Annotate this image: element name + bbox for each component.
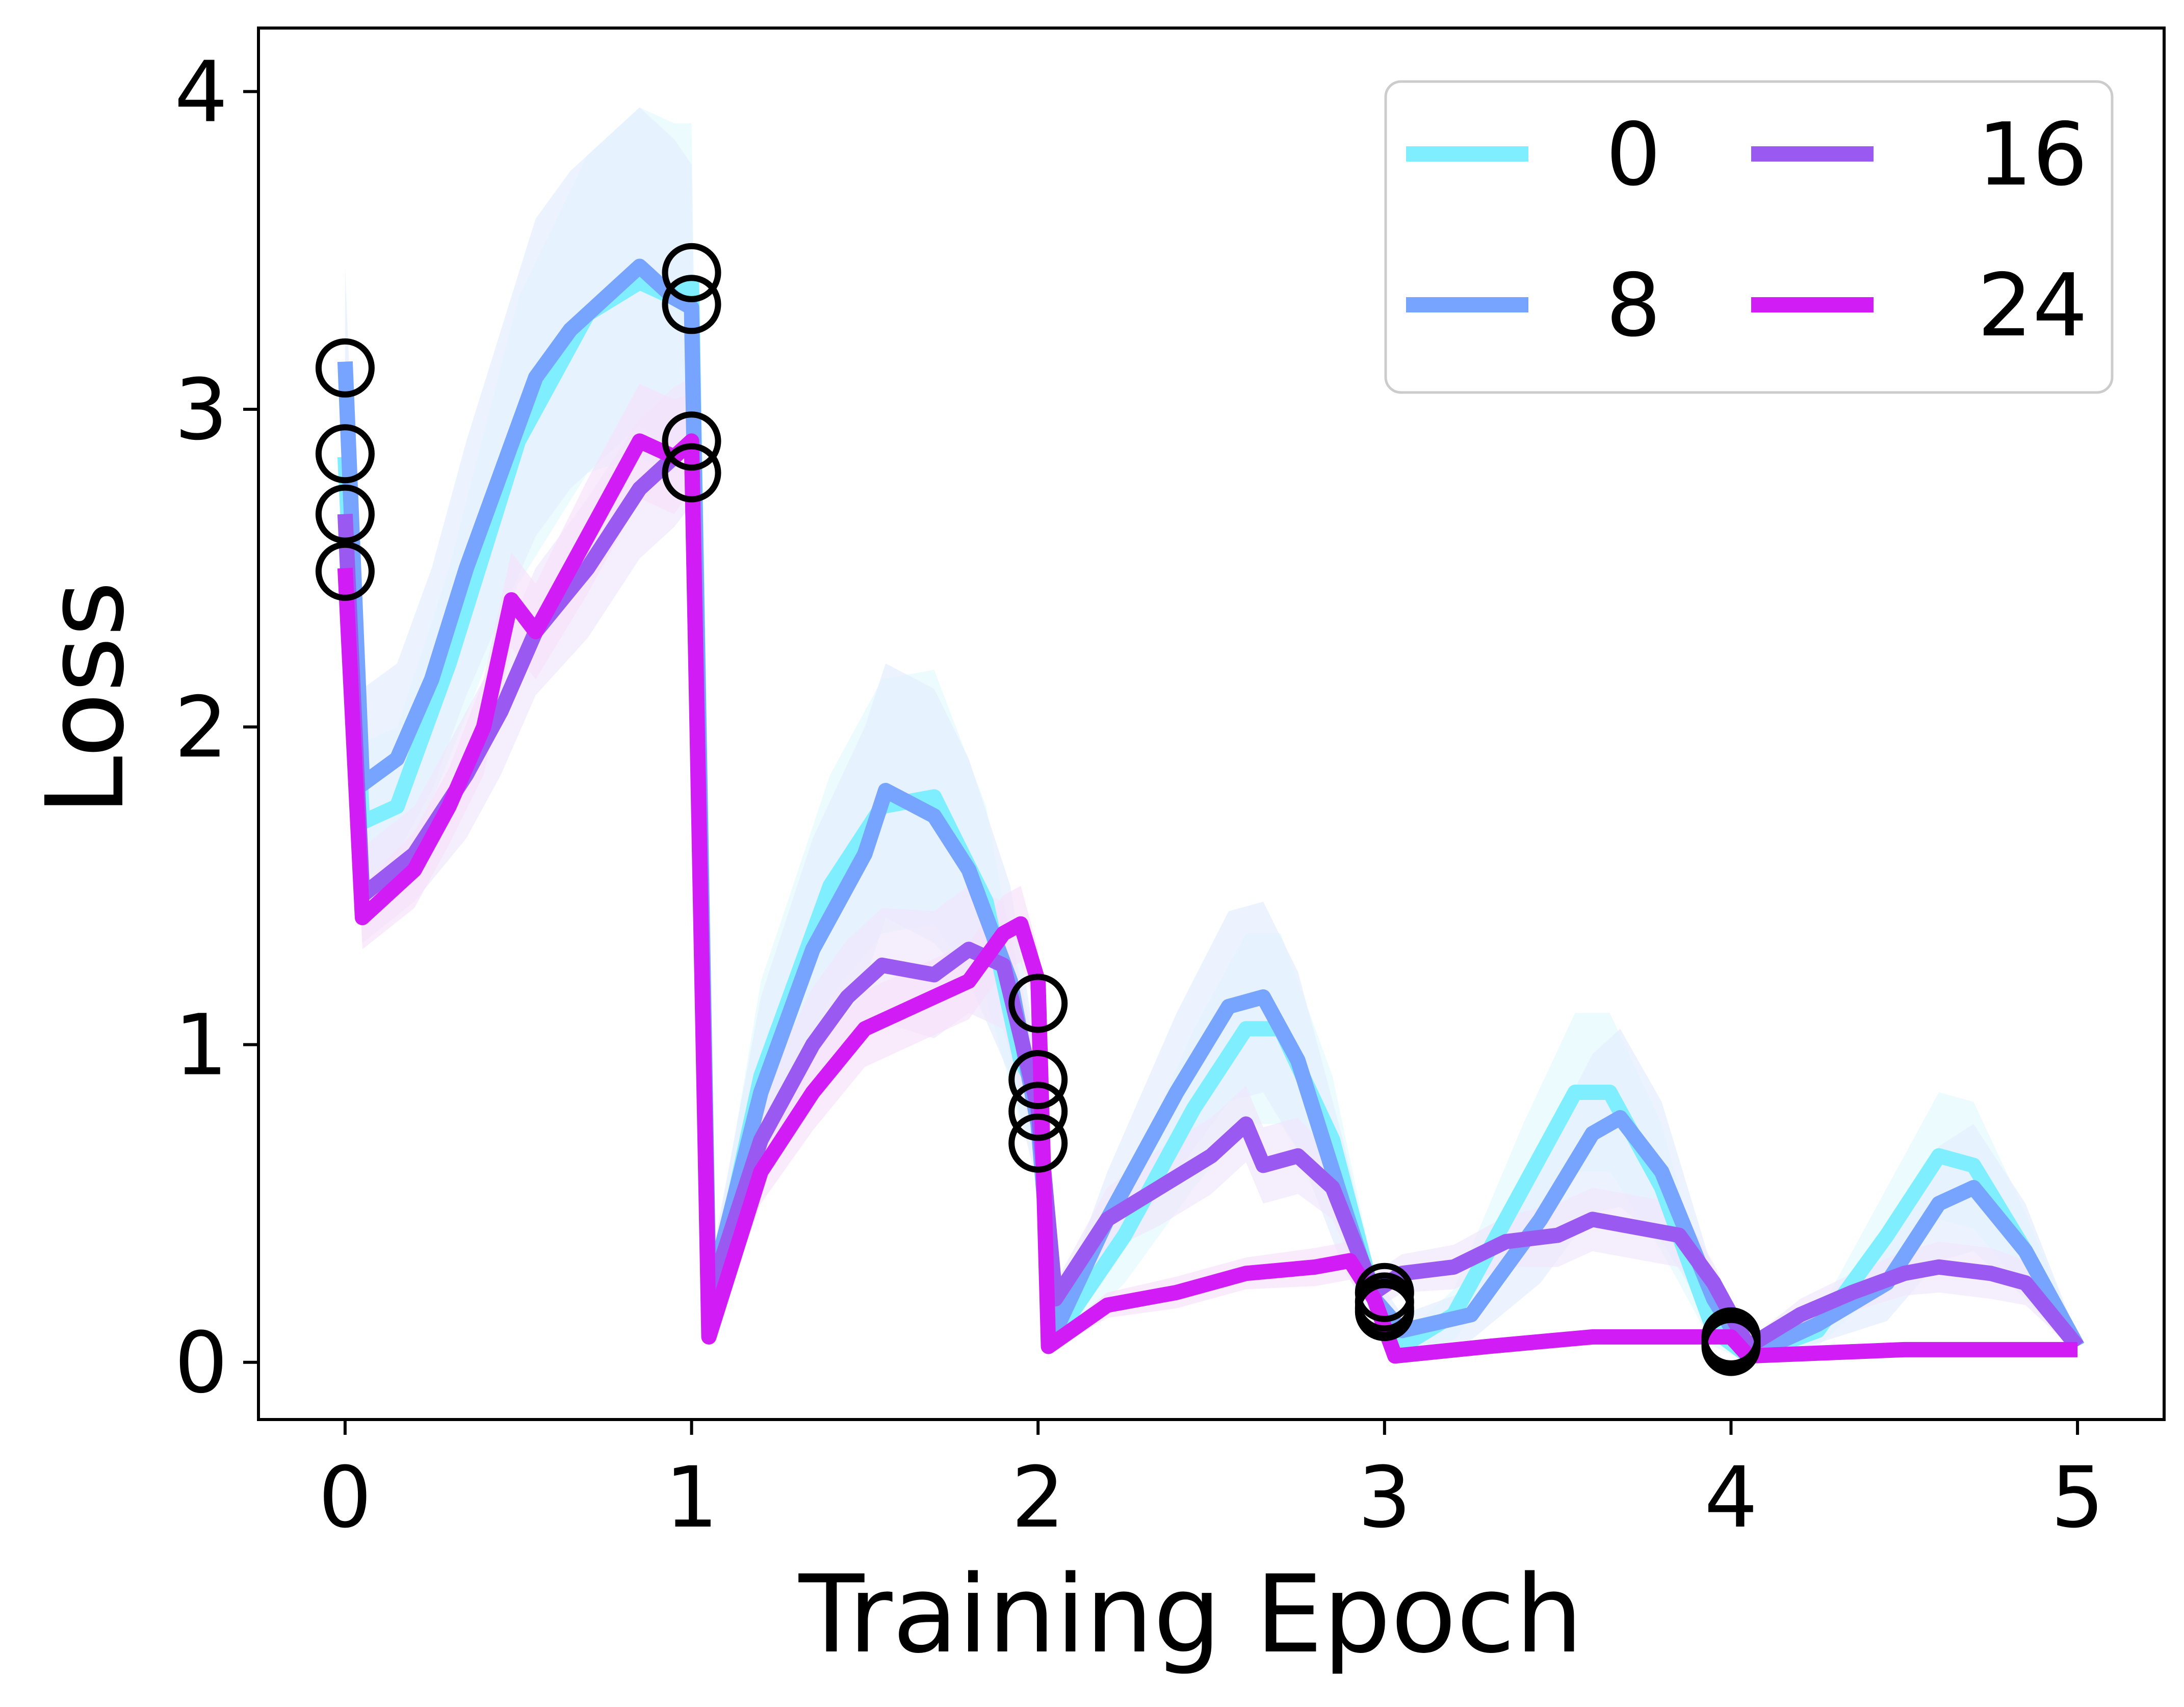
epoch-marker xyxy=(315,484,375,544)
x-tick-label: 3 xyxy=(1358,1449,1411,1546)
y-tick-label: 1 xyxy=(174,996,228,1094)
plot-frame xyxy=(257,27,2166,1421)
legend-label-0: 0 xyxy=(1606,104,1661,205)
x-tick-label: 4 xyxy=(1704,1449,1758,1546)
epoch-marker xyxy=(1008,1050,1068,1110)
x-axis-label: Training Epoch xyxy=(798,1552,1583,1677)
epoch-marker xyxy=(662,243,721,302)
epoch-marker xyxy=(1008,974,1068,1033)
legend-label-16: 16 xyxy=(1978,104,2088,205)
legend-label-8: 8 xyxy=(1606,255,1661,356)
x-tick-label: 2 xyxy=(1011,1449,1065,1546)
epoch-marker xyxy=(315,424,375,484)
epoch-marker xyxy=(662,411,721,471)
epoch-marker xyxy=(315,541,375,601)
x-axis-ticks: 0 1 2 3 4 5 xyxy=(318,1420,2104,1546)
series-lines xyxy=(337,258,2085,1364)
epoch-marker xyxy=(1701,1317,1761,1376)
epoch-marker xyxy=(662,275,721,334)
legend: 0 8 16 24 xyxy=(1384,80,2114,394)
x-tick-label: 5 xyxy=(2051,1449,2104,1546)
legend-box xyxy=(1384,80,2114,394)
epoch-markers xyxy=(315,243,1761,1376)
epoch-marker xyxy=(315,338,375,398)
y-axis-label: Loss xyxy=(23,581,148,816)
series-16-line xyxy=(337,433,2084,1354)
epoch-marker xyxy=(1008,1082,1068,1141)
epoch-marker xyxy=(1008,1113,1068,1173)
x-tick-label: 1 xyxy=(665,1449,718,1546)
epoch-marker xyxy=(662,443,721,503)
x-tick-label: 0 xyxy=(318,1449,372,1546)
epoch-marker xyxy=(1355,1282,1414,1342)
series-24-line xyxy=(337,433,2078,1364)
y-tick-label: 2 xyxy=(174,678,228,776)
y-tick-label: 0 xyxy=(174,1314,228,1412)
y-axis-ticks: 0 1 2 3 4 xyxy=(174,43,258,1412)
y-tick-label: 4 xyxy=(174,43,228,141)
y-tick-label: 3 xyxy=(174,361,228,459)
legend-label-24: 24 xyxy=(1978,255,2088,356)
